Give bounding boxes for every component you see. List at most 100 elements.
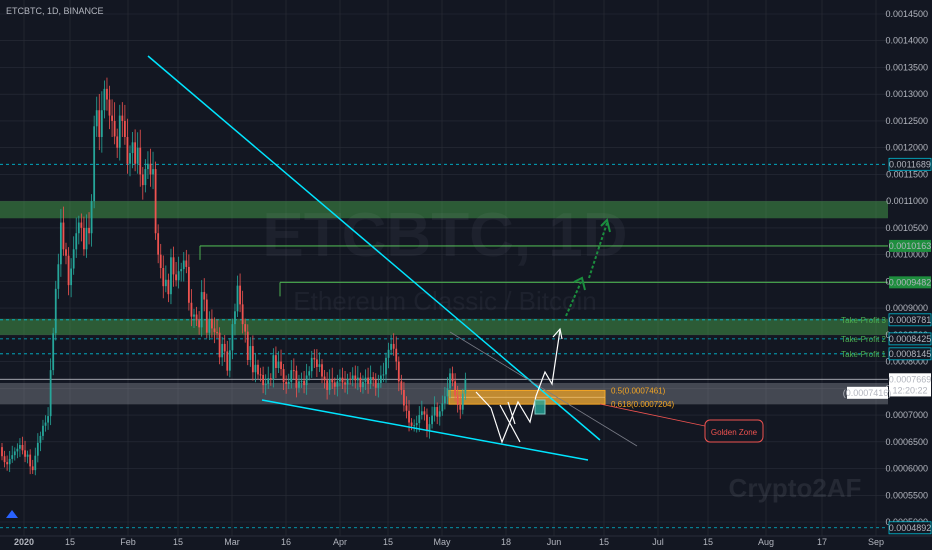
candle-down bbox=[400, 381, 403, 390]
candle-down bbox=[246, 331, 249, 360]
candle-down bbox=[141, 174, 144, 186]
time-axis[interactable]: 2020 15 Feb 15 Mar 16 Apr 15 May 18 Jun 15 Jul 15 Aug 1… bbox=[0, 510, 932, 550]
candle-down bbox=[149, 163, 152, 175]
candle-down bbox=[423, 411, 426, 415]
candle-down bbox=[372, 377, 375, 380]
price-tick-label: 0.0012000 bbox=[885, 143, 928, 153]
candle-up bbox=[77, 222, 80, 234]
candle-down bbox=[162, 268, 165, 287]
candle-up bbox=[152, 169, 154, 175]
price-badge-text: 0.0007669 bbox=[889, 374, 932, 384]
watermark: ETCBTC, 1D Ethereum Classic / Bitcoin Cr… bbox=[262, 201, 861, 503]
time-tick-label: Mar bbox=[224, 537, 240, 547]
candle-down bbox=[405, 405, 408, 411]
candle-down bbox=[29, 454, 32, 467]
candle-up bbox=[234, 311, 236, 325]
arrow-head bbox=[552, 327, 563, 340]
candle-up bbox=[298, 381, 300, 388]
candle-down bbox=[218, 332, 221, 358]
candle-up bbox=[147, 163, 149, 170]
fib-label-0-618: 0.618(0.0007204) bbox=[611, 400, 675, 409]
candle-up bbox=[267, 378, 270, 385]
time-tick-label: Aug bbox=[758, 537, 774, 547]
zigzag-path bbox=[475, 329, 561, 444]
price-badge bbox=[888, 157, 932, 171]
watermark-sub: Ethereum Classic / Bitcoin bbox=[293, 286, 596, 316]
candle-up bbox=[42, 425, 44, 436]
candle-down bbox=[410, 422, 413, 426]
price-badge bbox=[888, 313, 932, 327]
trendline-descending bbox=[147, 55, 601, 441]
candle-up bbox=[231, 324, 234, 351]
candle-up bbox=[379, 375, 382, 383]
candle-up bbox=[54, 288, 57, 334]
candle-down bbox=[395, 348, 398, 362]
candle-down bbox=[113, 120, 116, 137]
candle-down bbox=[303, 380, 305, 386]
candle-down bbox=[321, 364, 323, 377]
candle-down bbox=[341, 377, 344, 383]
candle-up bbox=[39, 435, 42, 443]
take-profit-label: Take-Profit 3 bbox=[841, 316, 886, 325]
candle-down bbox=[172, 257, 175, 275]
zone-label-text: (0.0007416) bbox=[843, 388, 892, 398]
price-zones bbox=[0, 201, 888, 405]
candle-up bbox=[431, 415, 433, 425]
candle-up bbox=[369, 377, 372, 385]
candle-up bbox=[72, 249, 75, 269]
candle-up bbox=[438, 411, 441, 417]
candle-up bbox=[364, 377, 367, 382]
candle-up bbox=[193, 314, 195, 317]
candle-up bbox=[351, 375, 354, 380]
candle-down bbox=[108, 99, 111, 116]
price-badge bbox=[889, 373, 931, 386]
candle-down bbox=[205, 299, 208, 333]
candle-down bbox=[106, 88, 108, 100]
candle-up bbox=[339, 377, 341, 382]
candle-up bbox=[377, 382, 380, 388]
symbol-title: ETCBTC, 1D, BINANCE bbox=[6, 6, 104, 16]
take-profit-label: Take-Profit 1 bbox=[841, 350, 886, 359]
candle-down bbox=[257, 364, 259, 375]
candle-up bbox=[385, 357, 387, 375]
golden-zone[interactable]: 0.5(0.0007461) 0.618(0.0007204) bbox=[448, 386, 675, 409]
candle-up bbox=[290, 370, 293, 382]
candle-down bbox=[275, 355, 277, 368]
candle-down bbox=[24, 450, 26, 457]
price-tick-label: 0.0006000 bbox=[885, 464, 928, 474]
candle-down bbox=[456, 395, 459, 405]
candle-down bbox=[392, 343, 395, 349]
candle-up bbox=[356, 377, 359, 381]
candle-down bbox=[6, 462, 9, 465]
candle-down bbox=[223, 343, 226, 352]
candle-up bbox=[413, 425, 416, 427]
candle-down bbox=[187, 266, 190, 303]
time-axis-bg bbox=[0, 536, 932, 550]
price-axis[interactable]: 0.0014500 0.0014000 0.0013500 0.0013000 0.00… bbox=[843, 0, 932, 536]
candle-up bbox=[390, 343, 393, 350]
time-tick-label: 2020 bbox=[14, 537, 34, 547]
candle-up bbox=[75, 233, 78, 250]
candle-down bbox=[436, 407, 439, 417]
candle-down bbox=[403, 389, 405, 406]
price-axis-bg bbox=[888, 0, 932, 536]
zone-resistance-top bbox=[0, 201, 888, 219]
candle-up bbox=[328, 379, 331, 390]
price-tick-label: 0.0010500 bbox=[885, 223, 928, 233]
candle-up bbox=[182, 260, 185, 270]
price-tick-label: 0.0005500 bbox=[885, 490, 928, 500]
candle-up bbox=[93, 126, 96, 202]
candle-down bbox=[134, 142, 137, 164]
drawings[interactable]: Golden Zone Take-Profit 3 Take-Profit 2 Tak… bbox=[147, 55, 887, 461]
price-badge bbox=[889, 276, 931, 289]
price-tick-label: 0.0011500 bbox=[886, 169, 928, 179]
candle-up bbox=[464, 379, 467, 394]
candle-up bbox=[170, 257, 172, 295]
candle-up bbox=[362, 381, 364, 388]
candle-down bbox=[397, 361, 400, 382]
time-tick-label: 15 bbox=[383, 537, 393, 547]
time-tick-label: Feb bbox=[120, 537, 136, 547]
candle-down bbox=[62, 222, 65, 250]
